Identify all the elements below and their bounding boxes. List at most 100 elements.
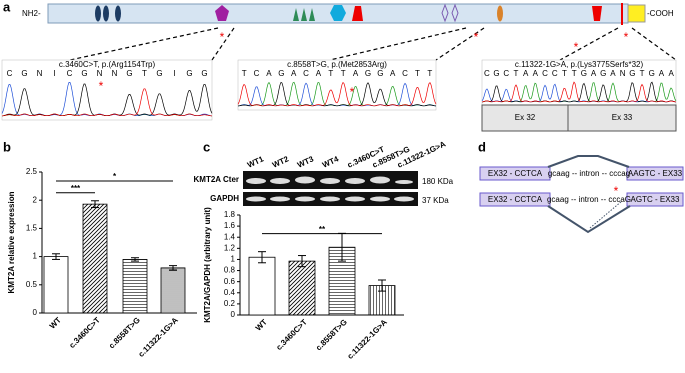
- exon-sequence: AGTC - EX33: [631, 195, 680, 204]
- base-call: C: [484, 69, 490, 78]
- y-tick-label: 1.2: [224, 243, 236, 252]
- base-call: I: [53, 69, 55, 78]
- bar: [248, 256, 276, 316]
- blot-row-label: GAPDH: [210, 194, 239, 203]
- bar: [122, 259, 148, 314]
- y-tick-label: 1: [231, 255, 236, 264]
- intron-sequence: gcaag -- intron -- cccag: [548, 169, 630, 178]
- base-call: G: [581, 69, 587, 78]
- base-call: G: [629, 69, 635, 78]
- lane-label: WT1: [246, 154, 266, 170]
- exon-label: Ex 32: [515, 113, 536, 122]
- splice-asterisk: *: [614, 184, 619, 198]
- base-call: T: [242, 69, 247, 78]
- x-tick-label: WT: [254, 317, 269, 332]
- y-tick-label: 2: [33, 195, 38, 204]
- error-bar: [298, 255, 306, 268]
- x-tick-label: c.11322-1G>A: [137, 315, 180, 358]
- base-call: G: [126, 69, 132, 78]
- lane-label: WT4: [321, 154, 341, 170]
- bar: [160, 267, 186, 314]
- base-call: N: [37, 69, 43, 78]
- western-blot: [243, 171, 418, 206]
- chromatogram-trace: [1, 88, 213, 117]
- base-call: G: [649, 69, 655, 78]
- mutation-asterisk: *: [350, 85, 355, 99]
- error-bar: [378, 279, 386, 292]
- base-call: G: [278, 69, 284, 78]
- y-tick-label: 0.5: [26, 280, 38, 289]
- mutation-asterisk: *: [574, 40, 579, 54]
- chromatogram-frame: [237, 59, 437, 111]
- base-call: T: [572, 69, 577, 78]
- error-bar: [52, 253, 60, 260]
- base-call: T: [514, 69, 519, 78]
- base-call: A: [523, 69, 529, 78]
- base-call: G: [201, 69, 207, 78]
- base-call: A: [291, 69, 297, 78]
- error-bar: [91, 200, 99, 209]
- base-call: G: [21, 69, 27, 78]
- base-call: C: [7, 69, 13, 78]
- base-call: T: [142, 69, 147, 78]
- base-call: G: [81, 69, 87, 78]
- intron-sequence: gcaag -- intron -- cccaG: [547, 195, 631, 204]
- y-tick-label: 0.8: [224, 266, 236, 275]
- lane-label: WT2: [271, 154, 291, 170]
- base-call: A: [668, 69, 674, 78]
- base-call: G: [600, 69, 606, 78]
- protein-schematic: [47, 3, 677, 61]
- base-call: G: [156, 69, 162, 78]
- base-call: T: [328, 69, 333, 78]
- exon-box: [481, 104, 569, 132]
- x-tick-label: c.8558T>G: [314, 318, 349, 353]
- significance-label: **: [319, 225, 326, 234]
- chromatogram-trace: [237, 81, 437, 107]
- base-call: T: [427, 69, 432, 78]
- y-tick-label: 1.4: [224, 232, 236, 241]
- y-tick-label: 1.6: [224, 221, 236, 230]
- panel-label: d: [478, 139, 486, 154]
- y-tick-label: 1.5: [26, 224, 38, 233]
- mutation-asterisk: *: [99, 79, 104, 93]
- y-axis-title: KMT2A relative expression: [7, 191, 16, 293]
- base-call: C: [402, 69, 408, 78]
- y-tick-label: 0.4: [224, 288, 236, 297]
- y-tick-label: 1: [33, 252, 38, 261]
- base-call: A: [533, 69, 539, 78]
- x-tick-label: c.3460C>T: [67, 315, 102, 350]
- base-call: G: [377, 69, 383, 78]
- y-tick-label: 0: [33, 308, 38, 317]
- base-call: G: [365, 69, 371, 78]
- exon-sequence: EX32 - CCTCA: [488, 169, 543, 178]
- chromatogram-frame: [1, 59, 213, 121]
- base-call: C: [542, 69, 548, 78]
- chromatogram-trace: [481, 81, 677, 103]
- lane-label: WT3: [296, 154, 316, 170]
- y-tick-label: 2.5: [26, 167, 38, 176]
- blot-row-label: KMT2A Cter: [194, 175, 239, 184]
- base-call: A: [390, 69, 396, 78]
- panel-label: c: [203, 139, 210, 154]
- base-call: A: [659, 69, 665, 78]
- chromatogram-frame: [481, 59, 677, 107]
- chromatogram-title: c.3460C>T, p.(Arg1154Trp): [59, 60, 156, 69]
- chromatogram-title: c.11322-1G>A, p.(Lys3775Serfs*32): [515, 60, 644, 69]
- base-call: C: [303, 69, 309, 78]
- base-call: C: [254, 69, 260, 78]
- panel-label: a: [3, 0, 11, 14]
- exon-box: [567, 104, 677, 132]
- y-axis-title: KMT2A/GAPDH (arbitrary unit): [203, 207, 212, 323]
- x-tick-label: c.11322-1G>A: [346, 317, 389, 360]
- base-call: N: [112, 69, 118, 78]
- base-call: N: [97, 69, 103, 78]
- x-tick-label: c.8558T>G: [107, 316, 142, 351]
- exon-sequence: AAGTC - EX33: [628, 169, 683, 178]
- x-tick-label: WT: [48, 315, 63, 330]
- panel-label: b: [3, 139, 11, 154]
- base-call: G: [493, 69, 499, 78]
- error-bar: [169, 265, 177, 271]
- base-call: A: [266, 69, 272, 78]
- base-call: N: [620, 69, 626, 78]
